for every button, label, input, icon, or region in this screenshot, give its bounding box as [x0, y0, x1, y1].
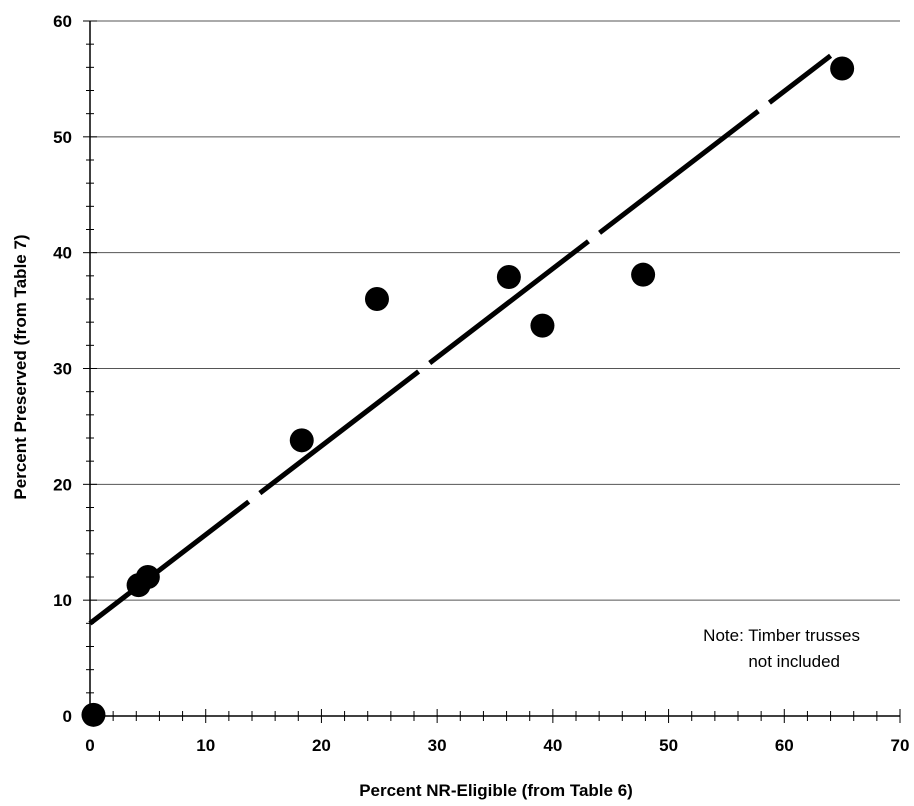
x-tick-label-60: 60 [775, 736, 794, 755]
data-point-5 [364, 287, 389, 311]
y-tick-label-10: 10 [53, 591, 72, 610]
trendline-segment [88, 53, 833, 626]
axes [83, 20, 901, 723]
note-line-2: not included [748, 652, 840, 671]
y-tick-label-50: 50 [53, 128, 72, 147]
x-tick-label-50: 50 [659, 736, 678, 755]
data-point-4 [289, 428, 314, 453]
data-points [81, 56, 855, 727]
tick-labels: 0 10 20 30 40 50 60 70 0 10 20 30 40 50 60 [53, 12, 909, 755]
x-tick-label-20: 20 [312, 736, 331, 755]
data-point-9 [830, 56, 855, 81]
y-tick-label-40: 40 [53, 244, 72, 263]
y-tick-label-60: 60 [53, 12, 72, 31]
y-axis-title: Percent Preserved (from Table 7) [11, 234, 30, 499]
x-tick-label-40: 40 [543, 736, 562, 755]
data-point-7 [530, 313, 555, 338]
y-tick-label-30: 30 [53, 360, 72, 379]
y-tick-label-0: 0 [63, 707, 72, 726]
grid-lines [90, 20, 900, 601]
data-point-8 [631, 262, 656, 287]
y-tick-label-20: 20 [53, 475, 72, 494]
x-tick-label-30: 30 [428, 736, 447, 755]
note-line-1: Note: Timber trusses [703, 626, 860, 645]
x-tick-label-70: 70 [891, 736, 910, 755]
data-point-6 [496, 264, 521, 289]
x-tick-label-10: 10 [196, 736, 215, 755]
trendline [88, 53, 833, 626]
data-point-1 [81, 702, 106, 727]
x-axis-title: Percent NR-Eligible (from Table 6) [359, 781, 633, 800]
x-tick-label-0: 0 [85, 736, 94, 755]
data-point-3 [135, 565, 160, 589]
